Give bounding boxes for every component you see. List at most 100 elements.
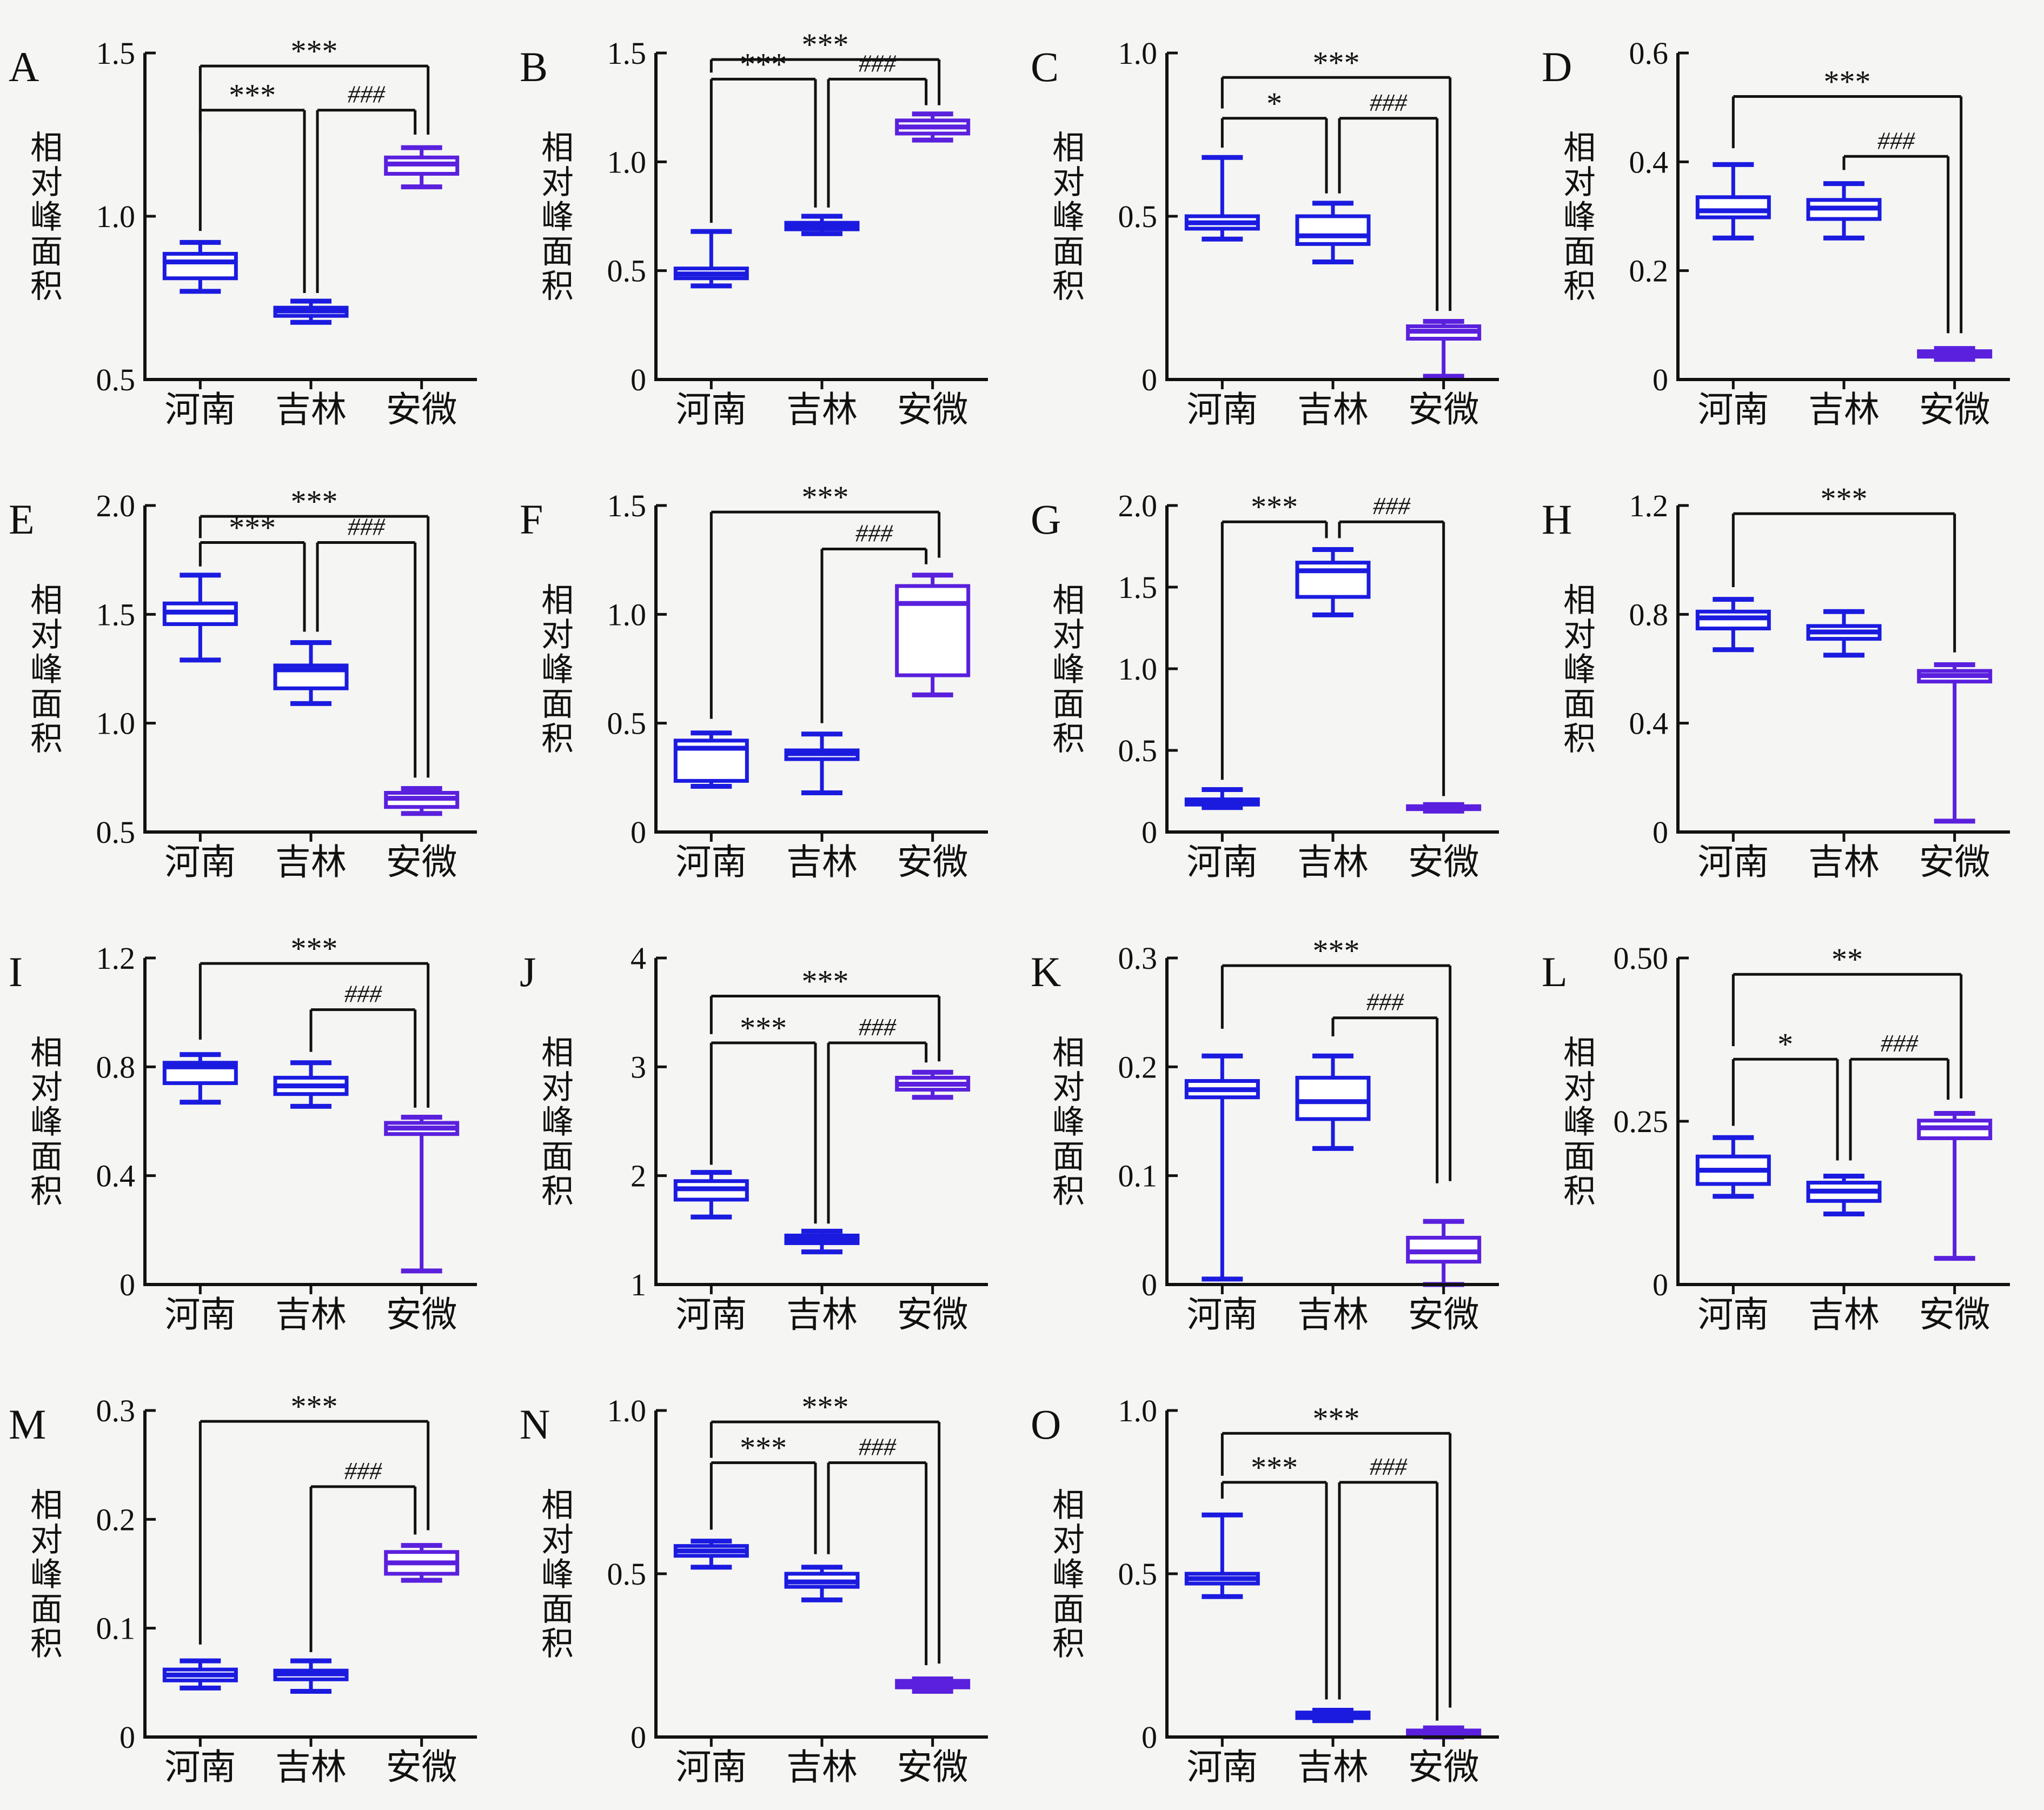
star-significance-label: *** <box>1821 481 1868 516</box>
box-吉林-I <box>273 1060 349 1109</box>
box-安微-J <box>895 1069 971 1100</box>
hash-significance-label: ### <box>344 1457 382 1485</box>
x-category-label: 河南 <box>1697 843 1769 882</box>
box-安微-K <box>1406 1219 1482 1287</box>
x-category-label: 河南 <box>675 1295 747 1335</box>
x-category-label: 安微 <box>897 843 968 882</box>
star-significance-label: * <box>1777 1027 1793 1062</box>
sig-bracket-J-1-2: ### <box>827 1013 928 1224</box>
box-吉林-O <box>1295 1707 1371 1724</box>
x-category-label: 吉林 <box>786 1295 858 1335</box>
iqr-box <box>1695 195 1771 219</box>
y-axis-label-char: 相 <box>30 583 63 618</box>
sig-bracket-A-1-2: ### <box>316 81 417 293</box>
box-吉林-B <box>784 214 860 236</box>
x-category-label: 安微 <box>386 843 457 882</box>
box-吉林-G <box>1295 547 1371 617</box>
panel-letter: H <box>1542 496 1572 543</box>
y-tick-label: 0.1 <box>96 1611 136 1646</box>
box-河南-I <box>162 1052 238 1105</box>
box-安微-C <box>1406 318 1482 379</box>
box-吉林-F <box>784 731 860 796</box>
sig-bracket-O-1-2: ### <box>1338 1453 1439 1721</box>
x-category-label: 河南 <box>1186 1295 1258 1335</box>
sig-bracket-H-0-2: *** <box>1731 481 1956 653</box>
y-tick-label: 0.8 <box>96 1049 136 1084</box>
panel-letter: B <box>520 43 548 90</box>
x-category-label: 安微 <box>1408 1295 1479 1335</box>
x-category-label: 河南 <box>164 390 236 430</box>
y-axis-label-char: 相 <box>541 1035 574 1071</box>
y-axis-label-char: 对 <box>541 1070 574 1106</box>
star-significance-label: *** <box>802 480 849 515</box>
y-tick-label: 1.5 <box>1118 570 1158 605</box>
box-吉林-K <box>1295 1053 1371 1151</box>
box-安微-L <box>1917 1111 1993 1261</box>
box-安微-N <box>895 1676 971 1694</box>
box-河南-K <box>1184 1053 1260 1282</box>
box-河南-C <box>1184 155 1260 242</box>
y-axis-label-char: 面 <box>30 687 63 722</box>
x-category-label: 河南 <box>1697 390 1769 430</box>
y-axis-label-char: 相 <box>1563 1035 1596 1071</box>
y-axis-label-char: 峰 <box>1052 1557 1085 1593</box>
sig-bracket-B-1-2: ### <box>827 49 928 208</box>
y-axis-label-char: 面 <box>1563 687 1596 722</box>
iqr-box <box>1295 214 1371 246</box>
y-axis-label-char: 面 <box>541 1139 574 1175</box>
box-吉林-M <box>273 1658 349 1694</box>
y-axis-label-char: 积 <box>1563 1174 1596 1209</box>
x-category-label: 吉林 <box>275 1295 347 1335</box>
y-axis-label-char: 峰 <box>1052 1104 1085 1140</box>
y-axis-label-char: 峰 <box>30 1104 63 1140</box>
star-significance-label: *** <box>291 931 338 966</box>
panel-L: ** * ### 0 0.25 0.50 河南 吉林 安微相对峰面积 L <box>1533 905 2044 1358</box>
x-category-label: 吉林 <box>1297 1748 1369 1787</box>
y-tick-label: 0.5 <box>1118 199 1158 234</box>
y-axis-label-char: 积 <box>1563 721 1596 757</box>
box-河南-D <box>1695 162 1771 241</box>
panel-K: *** ### 0 0.1 0.2 0.3 河南 吉林 安微 相对峰面积 K <box>1022 905 1533 1358</box>
x-category-label: 安微 <box>386 1295 457 1335</box>
box-河南-L <box>1695 1135 1771 1199</box>
box-安微-G <box>1406 802 1482 814</box>
box-河南-J <box>673 1170 749 1220</box>
panel-O: *** *** ### 0 0.5 1.0 河南 吉林 安微 相对峰面积 O <box>1022 1358 1533 1810</box>
y-axis-label-char: 对 <box>1052 1070 1085 1106</box>
y-tick-label: 1.2 <box>1629 488 1669 523</box>
star-significance-label: *** <box>802 1389 849 1425</box>
panel-letter: K <box>1031 948 1061 995</box>
y-axis-label-char: 积 <box>1563 269 1596 304</box>
panel-letter: D <box>1542 43 1572 90</box>
y-axis-label-char: 相 <box>1052 1488 1085 1523</box>
empty-cell <box>1533 1358 2044 1810</box>
y-axis-label-char: 相 <box>541 130 574 166</box>
star-significance-label: * <box>1266 86 1282 121</box>
y-axis-label-char: 对 <box>30 1522 63 1558</box>
y-axis-label-char: 峰 <box>541 652 574 688</box>
y-axis-label-char: 面 <box>30 1592 63 1627</box>
y-tick-label: 0.2 <box>1629 254 1669 289</box>
panel-letter: E <box>9 496 35 543</box>
star-significance-label: *** <box>1313 933 1360 968</box>
hash-significance-label: ### <box>348 81 386 108</box>
x-category-label: 安微 <box>1408 843 1479 882</box>
x-category-label: 安微 <box>386 390 457 430</box>
y-tick-label: 3 <box>631 1049 646 1084</box>
y-tick-label: 1.0 <box>96 706 136 741</box>
panel-letter: N <box>520 1401 550 1448</box>
panel-I: *** ### 0 0.4 0.8 1.2 河南 吉林 安微 相对峰面积 I <box>0 905 511 1358</box>
y-axis-label-char: 峰 <box>1563 199 1596 235</box>
star-significance-label: *** <box>740 1430 787 1466</box>
hash-significance-label: ### <box>1366 988 1404 1016</box>
x-category-label: 河南 <box>164 1748 236 1787</box>
star-significance-label: *** <box>1251 1450 1298 1485</box>
y-axis-label-char: 积 <box>1052 1174 1085 1209</box>
sig-bracket-M-1-2: ### <box>309 1457 417 1652</box>
y-tick-label: 0 <box>1142 362 1157 397</box>
sig-bracket-K-0-2: *** <box>1220 933 1452 1181</box>
